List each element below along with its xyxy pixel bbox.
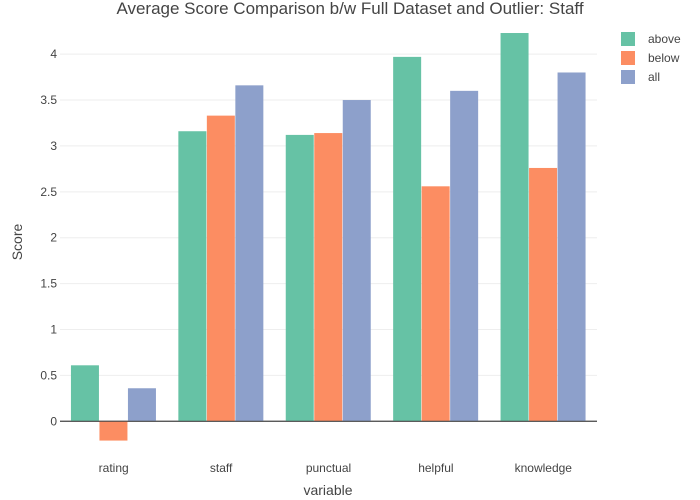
bar-below-knowledge[interactable] [529, 167, 558, 422]
legend-label-below: below [648, 51, 680, 65]
bar-below-staff[interactable] [206, 115, 235, 422]
bars [60, 33, 597, 441]
y-tick-label: 2 [50, 231, 57, 245]
bar-all-helpful[interactable] [450, 90, 479, 422]
bar-above-rating[interactable] [70, 365, 99, 422]
x-tick-label-punctual: punctual [306, 461, 351, 475]
legend-label-above: above [648, 32, 681, 46]
legend-item-below[interactable]: below [621, 51, 680, 65]
y-axis-label: Score [9, 224, 25, 261]
bar-above-staff[interactable] [178, 131, 207, 422]
y-axis-ticks: 0 0.5 1 1.5 2 2.5 3 3.5 4 [40, 47, 57, 428]
legend-item-above[interactable]: above [621, 32, 681, 46]
x-tick-label-helpful: helpful [418, 461, 453, 475]
bar-below-rating[interactable] [99, 421, 128, 441]
y-tick-label: 4 [50, 47, 57, 61]
y-tick-label: 0 [50, 414, 57, 428]
legend-swatch-all [621, 70, 635, 84]
legend[interactable]: above below all [621, 32, 681, 84]
y-tick-label: 3 [50, 139, 57, 153]
x-axis-ticks: rating staff punctual helpful knowledge [99, 461, 573, 475]
legend-label-all: all [648, 70, 660, 84]
x-tick-label-staff: staff [210, 461, 233, 475]
y-tick-label: 2.5 [40, 185, 57, 199]
x-tick-label-knowledge: knowledge [515, 461, 573, 475]
bar-all-rating[interactable] [127, 388, 156, 422]
x-tick-label-rating: rating [99, 461, 129, 475]
bar-below-punctual[interactable] [314, 133, 343, 422]
y-tick-label: 1 [50, 323, 57, 337]
legend-swatch-below [621, 51, 635, 65]
bar-above-knowledge[interactable] [500, 33, 529, 422]
legend-swatch-above [621, 32, 635, 46]
y-tick-label: 0.5 [40, 368, 57, 382]
bar-all-staff[interactable] [235, 85, 264, 422]
bar-all-knowledge[interactable] [557, 72, 586, 422]
chart-title: Average Score Comparison b/w Full Datase… [116, 0, 583, 18]
y-tick-label: 1.5 [40, 277, 57, 291]
bar-above-punctual[interactable] [285, 134, 314, 422]
bar-below-helpful[interactable] [421, 186, 450, 422]
y-tick-label: 3.5 [40, 93, 57, 107]
legend-item-all[interactable]: all [621, 70, 660, 84]
bar-above-helpful[interactable] [393, 56, 422, 422]
bar-all-punctual[interactable] [342, 100, 371, 422]
x-axis-label: variable [303, 482, 352, 498]
